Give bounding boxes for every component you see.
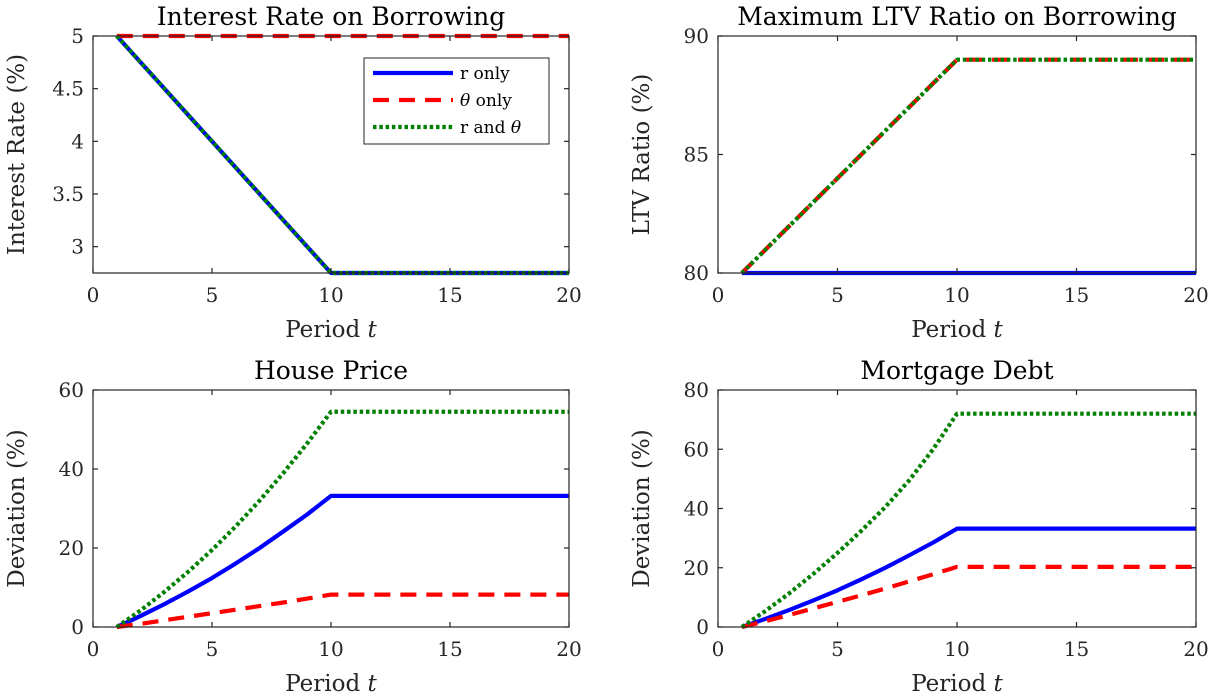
series-line-r-and: [740, 411, 1196, 629]
y-tick-label: 80: [684, 261, 709, 285]
legend-entry-label: r only: [460, 64, 510, 84]
y-tick-label: 80: [684, 378, 709, 402]
y-tick-label: 90: [684, 24, 709, 48]
x-tick-label: 20: [556, 283, 581, 307]
x-tick-label: 10: [318, 637, 343, 661]
series-line-r-and: [115, 409, 569, 629]
legend-entry-label: r and θ: [460, 118, 521, 138]
chart-title: Mortgage Debt: [860, 356, 1053, 385]
y-axis-label: Deviation (%): [629, 429, 655, 587]
series-line-only: [740, 57, 1196, 275]
x-tick-label: 5: [206, 283, 219, 307]
y-tick-label: 3.5: [52, 182, 84, 206]
y-axis-label: Deviation (%): [4, 429, 30, 587]
x-tick-label: 0: [87, 283, 100, 307]
x-tick-label: 10: [944, 637, 969, 661]
y-tick-label: 60: [59, 378, 84, 402]
plot-area: [740, 57, 1196, 276]
x-tick-label: 20: [1183, 637, 1208, 661]
chart-title: House Price: [254, 356, 408, 385]
x-tick-label: 15: [1064, 637, 1089, 661]
axes-frame: [717, 35, 1197, 274]
y-tick-label: 40: [684, 497, 709, 521]
series-line-only: [741, 564, 1196, 630]
chart-panel-4: 0 5 10 15 20 0 20 40 60 80 Mortgage Debt Period t De…: [629, 356, 1209, 697]
x-axis-label: Period t: [911, 317, 1003, 343]
x-tick-label: 0: [712, 283, 725, 307]
x-axis-label: Period t: [285, 317, 377, 343]
y-axis-label: Interest Rate (%): [4, 54, 30, 255]
chart-panel-3: 0 5 10 15 20 0 20 40 60 House Price Period t Deviat…: [4, 356, 582, 697]
series-line-only: [116, 592, 569, 630]
y-tick-label: 85: [684, 143, 709, 167]
y-tick-label: 0: [696, 615, 709, 639]
chart-title: Interest Rate on Borrowing: [157, 2, 505, 31]
x-tick-label: 0: [712, 637, 725, 661]
legend-entry-label: θ only: [460, 91, 512, 111]
x-tick-label: 0: [87, 637, 100, 661]
y-tick-label: 20: [684, 556, 709, 580]
x-tick-label: 20: [556, 637, 581, 661]
x-tick-label: 5: [206, 637, 219, 661]
y-tick-label: 4.5: [52, 77, 84, 101]
series-line-r-and: [740, 57, 1196, 275]
x-tick-label: 20: [1183, 283, 1208, 307]
x-tick-label: 10: [944, 283, 969, 307]
y-tick-label: 0: [71, 615, 84, 639]
legend: r only θ only r and θ: [363, 57, 550, 145]
x-tick-label: 10: [318, 283, 343, 307]
y-tick-label: 3: [71, 235, 84, 259]
chart-title: Maximum LTV Ratio on Borrowing: [737, 2, 1177, 31]
y-tick-label: 60: [684, 437, 709, 461]
series-line-r-only: [115, 493, 569, 629]
plot-area: [115, 409, 569, 630]
y-tick-label: 5: [71, 24, 84, 48]
x-tick-label: 5: [831, 637, 844, 661]
y-axis-label: LTV Ratio (%): [629, 74, 655, 236]
chart-panel-1: 0 5 10 15 20 3 3.5 4 4.5 5 Interest Rate on Borrow…: [4, 2, 582, 343]
x-tick-label: 5: [831, 283, 844, 307]
x-tick-label: 15: [437, 283, 462, 307]
x-axis-label: Period t: [911, 671, 1003, 697]
x-tick-label: 15: [437, 637, 462, 661]
x-axis-label: Period t: [285, 671, 377, 697]
y-tick-label: 40: [59, 457, 84, 481]
x-tick-label: 15: [1064, 283, 1089, 307]
series-line-r-only: [741, 526, 1196, 629]
y-tick-label: 4: [71, 129, 84, 153]
plot-area: [740, 411, 1196, 630]
y-tick-label: 20: [59, 536, 84, 560]
chart-panel-2: 0 5 10 15 20 80 85 90 Maximum LTV Ratio on Borro…: [629, 2, 1209, 343]
